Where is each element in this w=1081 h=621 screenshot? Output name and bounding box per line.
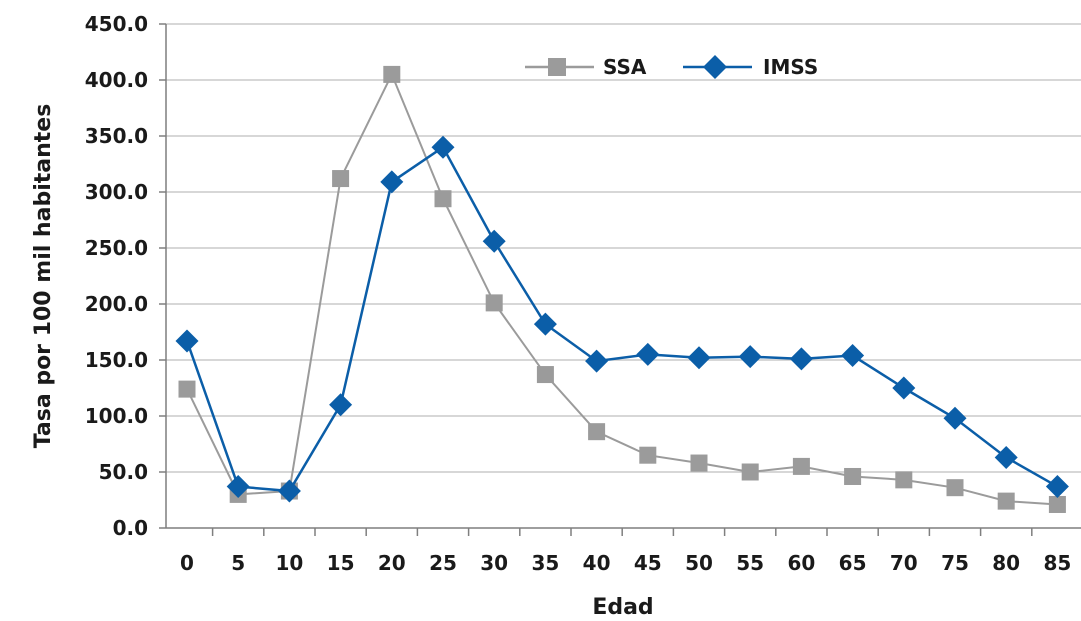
y-tick-label: 400.0 (85, 68, 148, 92)
gridlines (166, 23, 1081, 473)
x-tick-label: 0 (180, 551, 194, 575)
x-tick-label: 15 (327, 551, 355, 575)
legend-marker-imss (703, 55, 727, 79)
x-tick-label: 85 (1043, 551, 1071, 575)
legend-item-imss: IMSS (683, 55, 818, 79)
x-axis-title: Edad (592, 595, 653, 620)
data-point-ssa (332, 170, 350, 188)
series-line-imss (185, 145, 1059, 493)
data-point-ssa (946, 479, 964, 497)
x-tick-label: 30 (480, 551, 508, 575)
x-tick-label: 40 (583, 551, 611, 575)
legend-item-ssa: SSA (525, 55, 647, 79)
y-tick-label: 200.0 (85, 292, 148, 316)
axes (165, 24, 1081, 529)
x-tick-label: 55 (736, 551, 764, 575)
x-tick-label: 5 (231, 551, 245, 575)
data-point-ssa (895, 471, 913, 489)
data-point-ssa (1048, 495, 1066, 513)
x-tick-label: 25 (429, 551, 457, 575)
data-point-imss (431, 135, 455, 159)
x-tick-label: 45 (634, 551, 662, 575)
y-tick-label: 250.0 (85, 236, 148, 260)
data-point-ssa (536, 366, 554, 384)
x-tick-label: 20 (378, 551, 406, 575)
data-point-ssa (639, 446, 657, 464)
legend-label-imss: IMSS (763, 55, 818, 79)
data-point-imss (380, 170, 404, 194)
data-point-imss (277, 479, 301, 503)
x-tick-label: 65 (839, 551, 867, 575)
data-point-ssa (434, 190, 452, 208)
series-line-ssa (186, 71, 1058, 506)
x-tick-label: 70 (890, 551, 918, 575)
data-point-imss (1045, 475, 1069, 499)
x-tick-label: 10 (275, 551, 303, 575)
data-point-imss (226, 475, 250, 499)
y-tick-label: 450.0 (85, 12, 148, 36)
data-point-ssa (690, 454, 708, 472)
data-point-imss (533, 312, 557, 336)
data-point-ssa (485, 294, 503, 312)
y-tick-label: 300.0 (85, 180, 148, 204)
legend-label-ssa: SSA (603, 55, 647, 79)
y-axis-title: Tasa por 100 mil habitantes (31, 104, 56, 449)
data-point-ssa (792, 457, 810, 475)
data-point-imss (585, 349, 609, 373)
series-layer (175, 65, 1069, 513)
data-point-ssa (997, 492, 1015, 510)
y-tick-label: 50.0 (99, 460, 148, 484)
data-point-ssa (383, 65, 401, 83)
data-point-imss (994, 445, 1018, 469)
data-point-imss (482, 229, 506, 253)
y-axis-ticks: 0.0 50.0 100.0 150.0 200.0 250.0 300.0 350.0 400… (85, 12, 166, 540)
data-point-imss (892, 376, 916, 400)
data-point-ssa (588, 423, 606, 441)
series-imss (175, 135, 1069, 503)
y-tick-label: 350.0 (85, 124, 148, 148)
data-point-imss (175, 329, 199, 353)
series-ssa (178, 65, 1066, 513)
data-point-imss (738, 345, 762, 369)
data-point-imss (943, 406, 967, 430)
data-point-imss (841, 344, 865, 368)
y-tick-label: 0.0 (113, 516, 148, 540)
data-point-imss (789, 347, 813, 371)
legend: SSA IMSS (525, 55, 818, 79)
y-tick-label: 150.0 (85, 348, 148, 372)
data-point-ssa (844, 467, 862, 485)
legend-marker-ssa (548, 58, 566, 76)
data-point-imss (636, 342, 660, 366)
x-tick-label: 60 (787, 551, 815, 575)
data-point-imss (687, 346, 711, 370)
x-axis-ticks: 0 5 10 15 20 25 30 35 40 45 50 55 60 65 70 75 80 85 (180, 528, 1071, 575)
x-tick-label: 50 (685, 551, 713, 575)
x-tick-label: 75 (941, 551, 969, 575)
x-tick-label: 80 (992, 551, 1020, 575)
data-point-imss (329, 393, 353, 417)
data-point-ssa (178, 380, 196, 398)
x-tick-label: 35 (531, 551, 559, 575)
data-point-ssa (741, 463, 759, 481)
y-tick-label: 100.0 (85, 404, 148, 428)
